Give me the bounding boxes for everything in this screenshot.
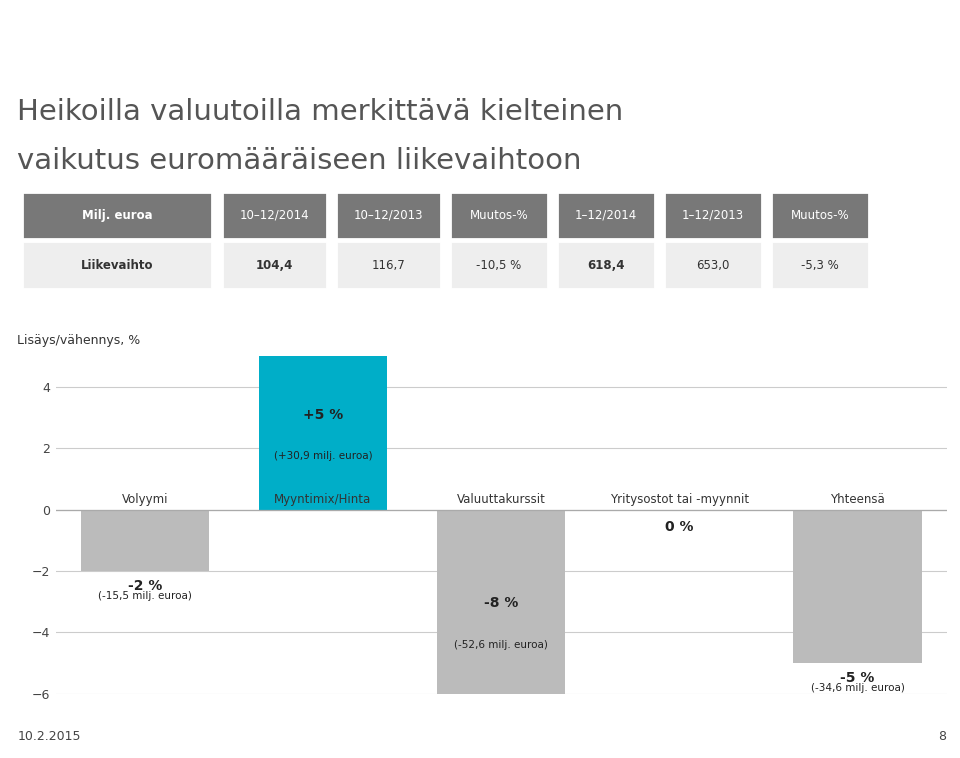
Text: (+30,9 milj. euroa): (+30,9 milj. euroa) bbox=[274, 451, 372, 461]
Text: Valuuttakurssit: Valuuttakurssit bbox=[457, 493, 545, 506]
Text: Muutos-%: Muutos-% bbox=[790, 208, 849, 222]
Text: Konsernin liikevaihdon kehitys 2014 vs. 2013: Konsernin liikevaihdon kehitys 2014 vs. … bbox=[312, 303, 652, 317]
Text: Muutos-%: Muutos-% bbox=[469, 208, 528, 222]
Text: -5,3 %: -5,3 % bbox=[801, 258, 839, 271]
FancyBboxPatch shape bbox=[336, 241, 441, 289]
Bar bbox=[259, 356, 387, 509]
Text: 618,4: 618,4 bbox=[588, 258, 625, 271]
Text: Yritysostot tai -myynnit: Yritysostot tai -myynnit bbox=[610, 493, 749, 506]
Text: Liikevaihto: Liikevaihto bbox=[81, 258, 154, 271]
Text: Myyntimix/Hinta: Myyntimix/Hinta bbox=[275, 493, 372, 506]
FancyBboxPatch shape bbox=[222, 192, 326, 239]
Text: -2 %: -2 % bbox=[128, 578, 162, 593]
Text: TIKKURILA: TIKKURILA bbox=[34, 70, 92, 80]
FancyBboxPatch shape bbox=[557, 241, 655, 289]
Text: -8 %: -8 % bbox=[484, 596, 518, 609]
FancyBboxPatch shape bbox=[771, 241, 869, 289]
Text: 653,0: 653,0 bbox=[696, 258, 730, 271]
FancyBboxPatch shape bbox=[336, 192, 441, 239]
FancyBboxPatch shape bbox=[771, 192, 869, 239]
Text: (-15,5 milj. euroa): (-15,5 milj. euroa) bbox=[98, 590, 192, 601]
Text: 10–12/2013: 10–12/2013 bbox=[354, 208, 423, 222]
Text: ♚: ♚ bbox=[51, 27, 75, 55]
Bar bbox=[793, 509, 922, 663]
Text: -5 %: -5 % bbox=[840, 671, 875, 684]
Text: vaikutus euromääräiseen liikevaihtoon: vaikutus euromääräiseen liikevaihtoon bbox=[17, 147, 582, 175]
Text: -10,5 %: -10,5 % bbox=[476, 258, 521, 271]
Text: 104,4: 104,4 bbox=[255, 258, 293, 271]
Text: Milj. euroa: Milj. euroa bbox=[82, 208, 153, 222]
Text: +5 %: +5 % bbox=[302, 408, 343, 421]
Text: 1–12/2014: 1–12/2014 bbox=[575, 208, 637, 222]
FancyBboxPatch shape bbox=[450, 192, 548, 239]
FancyBboxPatch shape bbox=[664, 192, 761, 239]
FancyBboxPatch shape bbox=[222, 241, 326, 289]
Text: 10.2.2015: 10.2.2015 bbox=[17, 730, 81, 744]
Text: Volyymi: Volyymi bbox=[122, 493, 168, 506]
FancyBboxPatch shape bbox=[22, 192, 212, 239]
Text: 10–12/2014: 10–12/2014 bbox=[239, 208, 309, 222]
Bar bbox=[81, 509, 209, 571]
Text: 0 %: 0 % bbox=[665, 520, 693, 534]
Text: Lisäys/vähennys, %: Lisäys/vähennys, % bbox=[17, 334, 140, 347]
FancyBboxPatch shape bbox=[22, 241, 212, 289]
FancyBboxPatch shape bbox=[450, 241, 548, 289]
Text: 8: 8 bbox=[939, 730, 947, 744]
Bar bbox=[437, 509, 565, 755]
Text: Yhteensä: Yhteensä bbox=[830, 493, 885, 506]
FancyBboxPatch shape bbox=[557, 192, 655, 239]
Text: 1–12/2013: 1–12/2013 bbox=[682, 208, 744, 222]
FancyBboxPatch shape bbox=[664, 241, 761, 289]
Text: 116,7: 116,7 bbox=[372, 258, 405, 271]
Text: (-34,6 milj. euroa): (-34,6 milj. euroa) bbox=[810, 683, 904, 693]
Text: (-52,6 milj. euroa): (-52,6 milj. euroa) bbox=[454, 640, 548, 650]
Text: Heikoilla valuutoilla merkittävä kielteinen: Heikoilla valuutoilla merkittävä kieltei… bbox=[17, 98, 624, 126]
